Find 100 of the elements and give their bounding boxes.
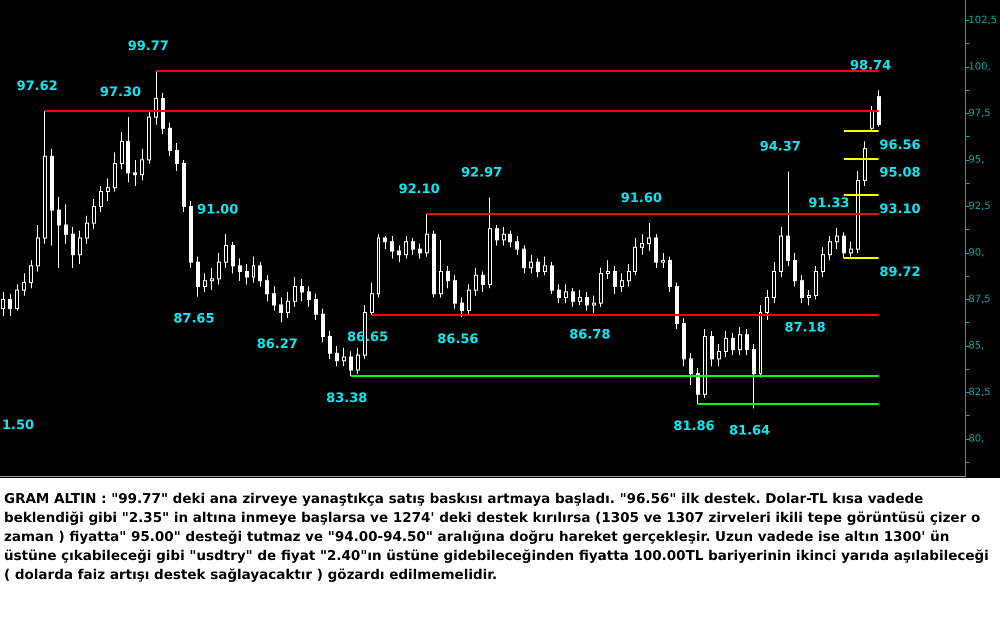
candlestick bbox=[252, 256, 255, 284]
candlestick bbox=[606, 260, 610, 280]
candlestick bbox=[571, 288, 575, 308]
candlestick bbox=[627, 264, 631, 287]
candlestick bbox=[397, 244, 401, 263]
candlestick bbox=[765, 290, 769, 320]
y-tick-label: 102,5 bbox=[968, 14, 998, 26]
candlestick bbox=[231, 241, 235, 274]
candlestick bbox=[279, 297, 283, 323]
candlestick bbox=[258, 262, 262, 287]
candlestick bbox=[592, 295, 596, 314]
candlestick bbox=[870, 105, 874, 132]
ref-line-label: 93.10 bbox=[879, 202, 921, 218]
candlestick bbox=[432, 230, 436, 298]
candlestick bbox=[835, 228, 839, 250]
candlestick bbox=[328, 330, 332, 360]
candlestick bbox=[724, 330, 728, 358]
annotation: 92.97 bbox=[461, 166, 502, 181]
candlestick bbox=[453, 274, 457, 310]
candlestick bbox=[731, 332, 735, 356]
candlestick bbox=[425, 213, 429, 258]
y-tick-label: 97,5 bbox=[968, 108, 991, 119]
candlestick bbox=[703, 328, 707, 398]
candlestick bbox=[370, 282, 374, 316]
candlestick bbox=[689, 352, 693, 386]
candlestick bbox=[245, 264, 249, 285]
candlestick bbox=[99, 185, 103, 212]
candlestick bbox=[272, 286, 276, 312]
annotation: 97.30 bbox=[100, 85, 142, 100]
candlestick bbox=[335, 345, 339, 367]
candlestick bbox=[717, 343, 721, 367]
y-tick-label: 90, bbox=[968, 247, 984, 258]
candlestick bbox=[759, 304, 762, 378]
candlestick bbox=[863, 140, 867, 186]
annotation: 86.27 bbox=[256, 337, 298, 352]
candlestick bbox=[106, 178, 110, 202]
candlestick bbox=[675, 282, 679, 330]
candlestick bbox=[78, 230, 82, 265]
candlestick bbox=[668, 256, 672, 292]
y-tick-label: 92,5 bbox=[968, 200, 991, 212]
annotation: 98.74 bbox=[850, 58, 892, 74]
annotation: 94.37 bbox=[760, 140, 801, 155]
candlestick bbox=[522, 244, 526, 274]
candlestick bbox=[321, 308, 325, 343]
candlestick bbox=[800, 274, 804, 304]
y-tick-label: 100, bbox=[968, 61, 991, 72]
candlestick bbox=[752, 343, 756, 409]
ref-line-label: 89.72 bbox=[879, 265, 921, 280]
candlestick bbox=[404, 236, 408, 259]
candlestick bbox=[71, 226, 75, 268]
annotation: 81.86 bbox=[673, 419, 715, 434]
candlestick bbox=[814, 265, 818, 300]
candlestick bbox=[57, 196, 61, 268]
candlestick bbox=[682, 317, 686, 367]
candlestick bbox=[154, 70, 158, 126]
candlestick bbox=[786, 171, 790, 266]
annotation: 86.56 bbox=[437, 332, 478, 347]
candlestick bbox=[22, 272, 26, 296]
candlestick bbox=[182, 159, 186, 212]
candlestick bbox=[120, 132, 124, 170]
candlestick bbox=[620, 272, 624, 292]
candlestick bbox=[710, 330, 714, 367]
annotation: 87.18 bbox=[784, 320, 826, 336]
candlestick bbox=[349, 350, 353, 376]
candlestick bbox=[113, 152, 117, 192]
candlestick bbox=[224, 234, 228, 268]
candlestick bbox=[807, 290, 811, 306]
candlestick bbox=[238, 258, 242, 282]
candlestick bbox=[793, 252, 797, 287]
candlestick bbox=[217, 252, 221, 285]
candlestick bbox=[738, 326, 742, 356]
y-tick-label: 87,5 bbox=[968, 294, 991, 305]
candlestick bbox=[377, 234, 380, 298]
candlestick bbox=[529, 254, 533, 274]
candlestick bbox=[147, 111, 151, 164]
y-tick-label: 85, bbox=[968, 340, 984, 352]
candlestick bbox=[564, 284, 568, 304]
candlestick bbox=[161, 92, 165, 134]
candlestick bbox=[286, 291, 290, 318]
candlestick bbox=[599, 267, 603, 308]
candlestick bbox=[196, 256, 200, 298]
candlestick bbox=[828, 236, 832, 261]
candlestick bbox=[50, 148, 54, 246]
candlestick bbox=[772, 262, 776, 304]
candlestick bbox=[92, 198, 96, 230]
annotation: 87.65 bbox=[173, 312, 214, 327]
candlestick bbox=[474, 267, 478, 296]
candlestick bbox=[578, 290, 582, 306]
candlestick bbox=[175, 142, 179, 172]
candlestick bbox=[418, 243, 422, 259]
candlestick bbox=[654, 234, 658, 268]
annotation: 91.60 bbox=[620, 191, 662, 206]
candlestick bbox=[140, 148, 144, 181]
candlestick bbox=[488, 197, 492, 289]
candlestick bbox=[383, 236, 387, 250]
candlestick bbox=[647, 222, 651, 252]
annotation: 92.10 bbox=[398, 182, 440, 197]
annotation: 91.00 bbox=[197, 202, 238, 218]
candlestick bbox=[508, 230, 512, 248]
candlestick bbox=[300, 278, 304, 302]
